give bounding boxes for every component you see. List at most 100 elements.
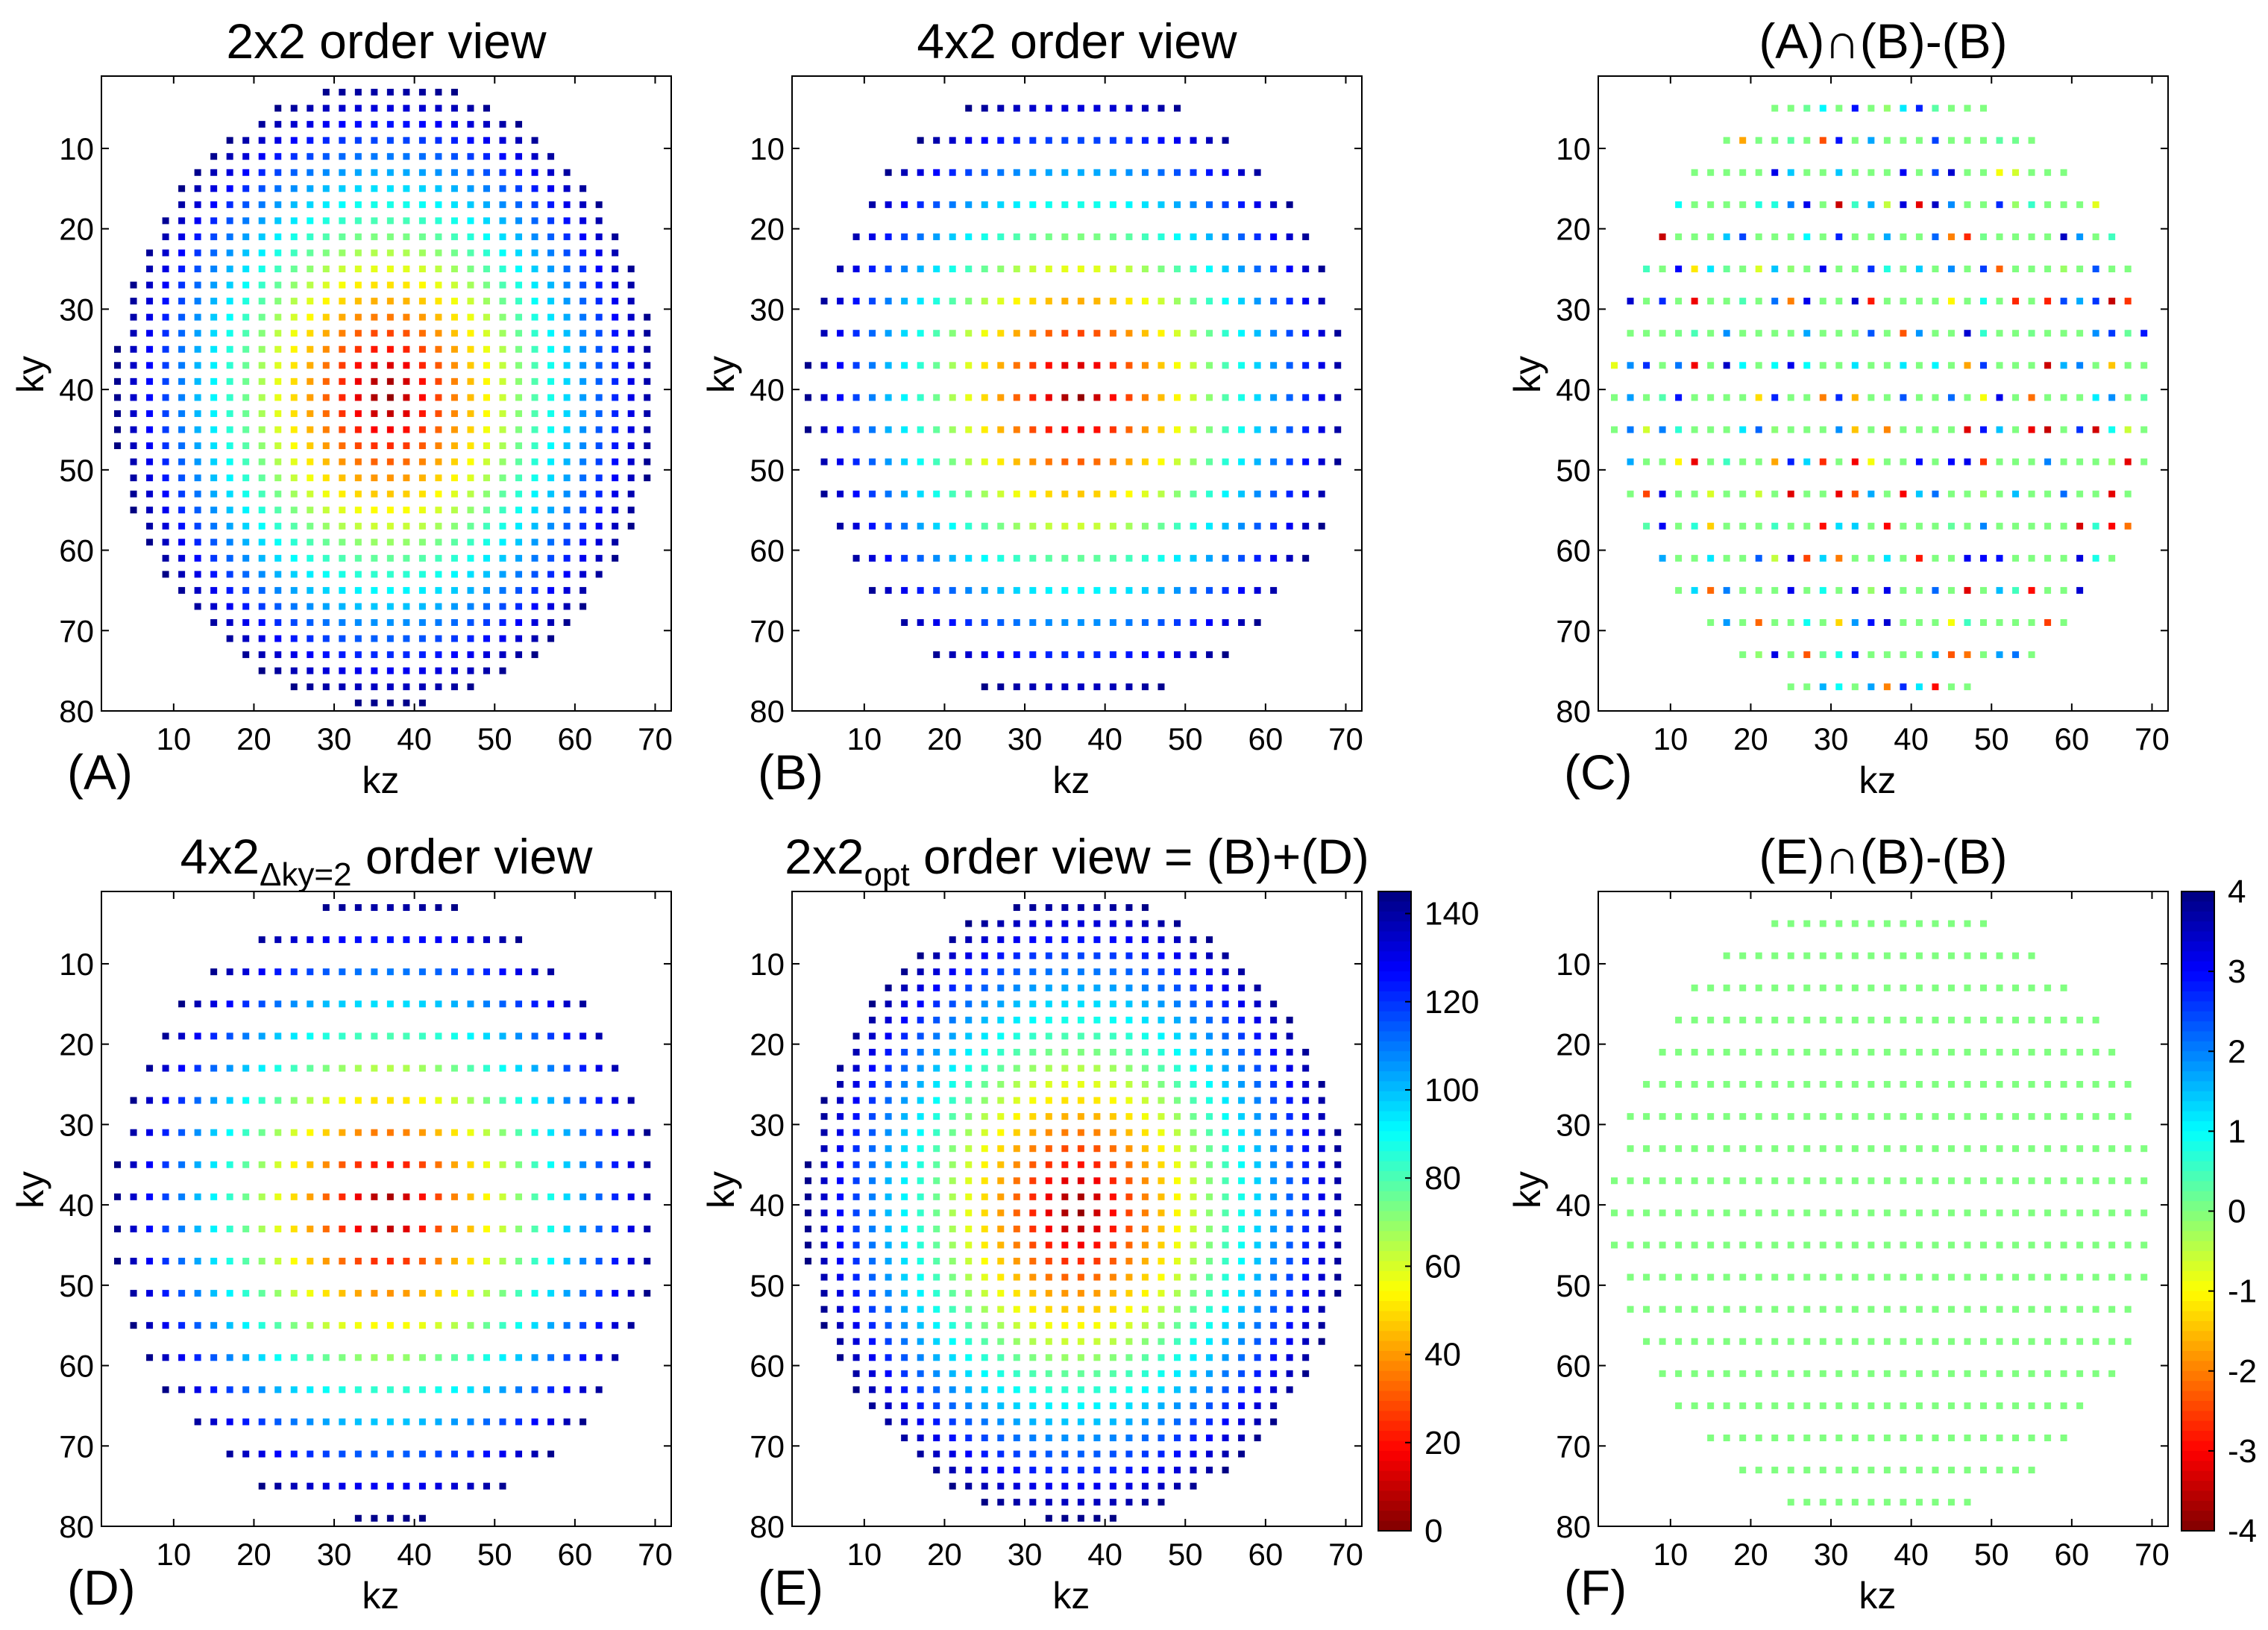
data-point — [386, 394, 394, 401]
colorbar-segment — [1378, 1131, 1411, 1142]
data-point — [307, 1450, 314, 1458]
data-point — [1061, 1258, 1069, 1265]
data-point — [595, 266, 603, 273]
data-point — [1270, 1338, 1278, 1345]
data-point — [1093, 137, 1101, 144]
y-tick-label: 30 — [1556, 1107, 1591, 1142]
data-point — [371, 507, 378, 514]
data-point — [1964, 137, 1971, 144]
data-point — [1254, 1032, 1261, 1040]
data-point — [1061, 904, 1069, 912]
colorbar-segment — [1378, 1041, 1411, 1053]
data-point — [146, 490, 154, 498]
data-point — [1286, 1209, 1293, 1217]
data-point — [450, 249, 458, 257]
data-point — [612, 266, 619, 273]
data-point — [1659, 1273, 1666, 1281]
data-point — [386, 603, 394, 610]
data-point — [1318, 426, 1325, 433]
data-point — [1900, 169, 1907, 176]
data-point — [290, 936, 298, 944]
data-point — [1286, 1177, 1293, 1185]
data-point — [965, 651, 973, 659]
data-point — [1238, 394, 1245, 401]
data-point — [933, 458, 940, 466]
data-point — [418, 1418, 426, 1426]
data-point — [339, 201, 346, 208]
data-point — [1174, 1129, 1181, 1136]
data-point — [210, 522, 218, 530]
data-point — [531, 377, 538, 385]
data-point — [1141, 1113, 1149, 1120]
data-point — [483, 1129, 491, 1136]
data-point — [997, 1193, 1005, 1200]
data-point — [1819, 1113, 1826, 1120]
data-point — [2108, 394, 2116, 401]
data-point — [450, 1418, 458, 1426]
data-point — [997, 522, 1005, 530]
data-point — [1787, 1338, 1794, 1345]
data-point — [1238, 1241, 1245, 1249]
data-point — [194, 522, 201, 530]
data-point — [435, 1225, 442, 1232]
data-point — [435, 619, 442, 627]
data-point — [852, 1354, 860, 1361]
data-point — [2108, 233, 2116, 240]
data-point — [2012, 586, 2020, 594]
data-point — [2076, 1305, 2084, 1313]
data-point — [1900, 1145, 1907, 1153]
title-subscript: opt — [864, 856, 910, 893]
data-point — [435, 1097, 442, 1104]
data-point — [933, 1258, 940, 1265]
data-point — [467, 249, 474, 257]
data-point — [403, 1482, 410, 1490]
data-point — [852, 1145, 860, 1153]
data-point — [917, 1402, 924, 1409]
data-point — [1627, 362, 1634, 369]
data-point — [563, 313, 571, 321]
data-point — [194, 281, 201, 289]
data-point — [1125, 619, 1133, 627]
data-point — [547, 1225, 555, 1232]
data-point — [885, 1209, 892, 1217]
data-point — [1755, 1467, 1762, 1474]
data-point — [1157, 1338, 1165, 1345]
data-point — [981, 683, 988, 691]
data-point — [981, 1258, 988, 1265]
data-point — [1723, 1241, 1730, 1249]
data-point — [386, 426, 394, 433]
data-point — [1141, 1450, 1149, 1458]
data-point — [386, 1129, 394, 1136]
data-point — [1077, 266, 1084, 273]
data-point — [1254, 1225, 1261, 1232]
data-point — [1980, 1467, 1988, 1474]
colorbar-segment — [1378, 1101, 1411, 1112]
data-point — [869, 522, 876, 530]
data-point — [627, 1258, 635, 1265]
data-point — [386, 1225, 394, 1232]
data-point — [1835, 1499, 1843, 1506]
data-point — [1883, 298, 1891, 305]
data-point — [579, 185, 587, 192]
data-point — [307, 1322, 314, 1329]
data-point — [869, 1402, 876, 1409]
data-point — [1787, 330, 1794, 337]
data-point — [1077, 1129, 1084, 1136]
data-point — [1835, 362, 1843, 369]
data-point — [274, 936, 282, 944]
data-point — [307, 377, 314, 385]
data-point — [467, 968, 474, 976]
data-point — [242, 1258, 250, 1265]
data-point — [1819, 137, 1826, 144]
data-point — [1659, 298, 1666, 305]
y-tick-label: 30 — [750, 1107, 785, 1142]
data-point — [1125, 1048, 1133, 1056]
data-point — [450, 1322, 458, 1329]
data-point — [1883, 458, 1891, 466]
data-point — [1190, 1161, 1197, 1168]
data-point — [130, 410, 137, 417]
data-point — [2028, 1305, 2035, 1313]
data-point — [1206, 1386, 1213, 1394]
data-point — [1174, 1097, 1181, 1104]
data-point — [1029, 1032, 1037, 1040]
